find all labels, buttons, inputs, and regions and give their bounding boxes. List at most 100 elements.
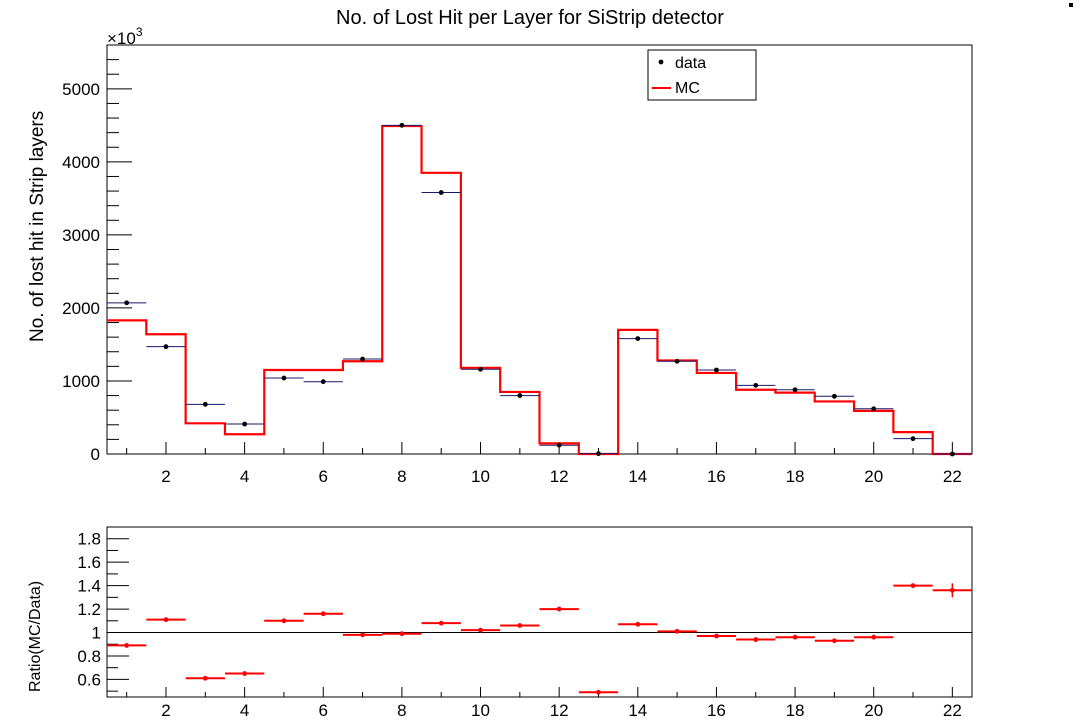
ratio-x-tick-label: 6: [319, 701, 328, 720]
data-point-marker: [478, 366, 483, 372]
data-point: [696, 367, 737, 373]
ratio-point-marker: [635, 621, 641, 627]
ratio-point: [618, 621, 658, 627]
ratio-point-marker: [478, 627, 483, 633]
legend: data MC: [647, 49, 757, 101]
data-point: [107, 300, 147, 306]
top-y-tick-label: 5000: [62, 80, 100, 99]
data-point-marker: [242, 421, 248, 427]
ratio-point-marker: [438, 620, 444, 626]
data-point: [421, 190, 461, 195]
data-point-marker: [753, 382, 759, 388]
data-point: [146, 344, 186, 350]
top-x-tick-label: 8: [397, 467, 406, 486]
ratio-point-marker: [242, 671, 248, 676]
ratio-y-tick-label: 1.4: [77, 577, 101, 596]
ratio-point: [657, 628, 697, 634]
ratio-point: [421, 620, 461, 626]
data-point-marker: [124, 300, 130, 306]
legend-data-marker: [658, 59, 664, 65]
data-point-marker: [438, 190, 444, 195]
data-points: [107, 122, 972, 457]
data-point: [539, 442, 579, 448]
data-point-marker: [831, 393, 837, 399]
ratio-point: [303, 611, 343, 617]
ratio-point-marker: [360, 632, 365, 638]
ratio-y-tick-label: 0.6: [77, 670, 101, 689]
ratio-point-marker: [792, 634, 798, 640]
data-point: [578, 451, 619, 457]
ratio-point-marker: [202, 675, 208, 681]
top-x-tick-label: 6: [319, 467, 328, 486]
data-point-marker: [360, 356, 365, 362]
ratio-point-marker: [556, 606, 562, 612]
ratio-y-tick-label: 1: [92, 624, 101, 643]
ratio-point: [696, 633, 737, 639]
top-axis-ticks: [107, 44, 953, 455]
ratio-point: [578, 689, 619, 695]
data-point-marker: [163, 344, 169, 350]
ratio-point: [736, 637, 776, 642]
ratio-y-tick-label: 0.8: [77, 647, 101, 666]
data-point-marker: [792, 387, 798, 393]
data-point-marker: [517, 393, 523, 398]
ratio-point-marker: [320, 611, 326, 617]
ratio-point: [893, 583, 933, 589]
ratio-plot-frame: [106, 526, 973, 698]
data-point-marker: [714, 367, 719, 373]
top-x-tick-label: 18: [786, 467, 805, 486]
top-x-tick-label: 12: [550, 467, 569, 486]
ratio-point-marker: [949, 587, 955, 593]
data-point: [775, 387, 815, 393]
corner-marker: [1069, 3, 1073, 7]
top-y-tick-label: 2000: [62, 299, 100, 318]
ratio-x-tick-labels: 2 4 6 8 10 12 14 16 18 20 22: [161, 701, 962, 720]
top-y-tick-label: 0: [91, 445, 100, 464]
ratio-point-marker: [831, 638, 837, 644]
ratio-x-tick-label: 2: [161, 701, 170, 720]
top-x-tick-label: 4: [240, 467, 249, 486]
top-y-tick-label: 1000: [62, 372, 100, 391]
data-point: [460, 366, 501, 372]
top-y-tick-label: 4000: [62, 153, 100, 172]
ratio-point-marker: [281, 618, 287, 624]
ratio-y-tick-label: 1.2: [77, 600, 101, 619]
data-point-marker: [910, 436, 916, 442]
ratio-point: [146, 617, 186, 623]
data-point: [736, 382, 776, 388]
ratio-point-marker: [714, 633, 719, 639]
data-point: [185, 401, 225, 407]
ratio-point-marker: [399, 631, 405, 637]
top-x-tick-label: 14: [628, 467, 647, 486]
ratio-point: [814, 638, 855, 644]
ratio-point: [775, 634, 815, 640]
ratio-y-axis-title: Ratio(MC/Data): [27, 581, 44, 692]
data-point: [618, 336, 658, 342]
ratio-y-tick-labels: 0.6 0.8 1 1.2 1.4 1.6 1.8: [77, 530, 101, 690]
top-y-axis-title: No. of lost hit in Strip layers: [27, 111, 48, 342]
ratio-x-tick-label: 4: [240, 701, 249, 720]
ratio-point-marker: [753, 637, 759, 642]
data-point: [814, 393, 855, 399]
ratio-x-tick-label: 20: [864, 701, 883, 720]
data-point-marker: [596, 451, 601, 457]
data-point: [224, 421, 265, 427]
data-point-marker: [949, 451, 955, 457]
data-point: [932, 451, 972, 457]
data-point-marker: [556, 442, 562, 448]
data-point: [500, 393, 540, 398]
legend-data-label: data: [675, 55, 706, 72]
data-point: [657, 358, 697, 364]
data-point: [854, 406, 894, 412]
data-point: [342, 356, 383, 362]
top-x-tick-label: 2: [161, 467, 170, 486]
ratio-x-tick-label: 18: [786, 701, 805, 720]
data-point-marker: [674, 358, 680, 364]
data-point-marker: [202, 401, 208, 407]
ratio-point: [342, 632, 383, 638]
ratio-points: [107, 583, 972, 695]
top-x-tick-label: 20: [864, 467, 883, 486]
ratio-point: [460, 627, 501, 633]
top-x-tick-label: 22: [943, 467, 962, 486]
